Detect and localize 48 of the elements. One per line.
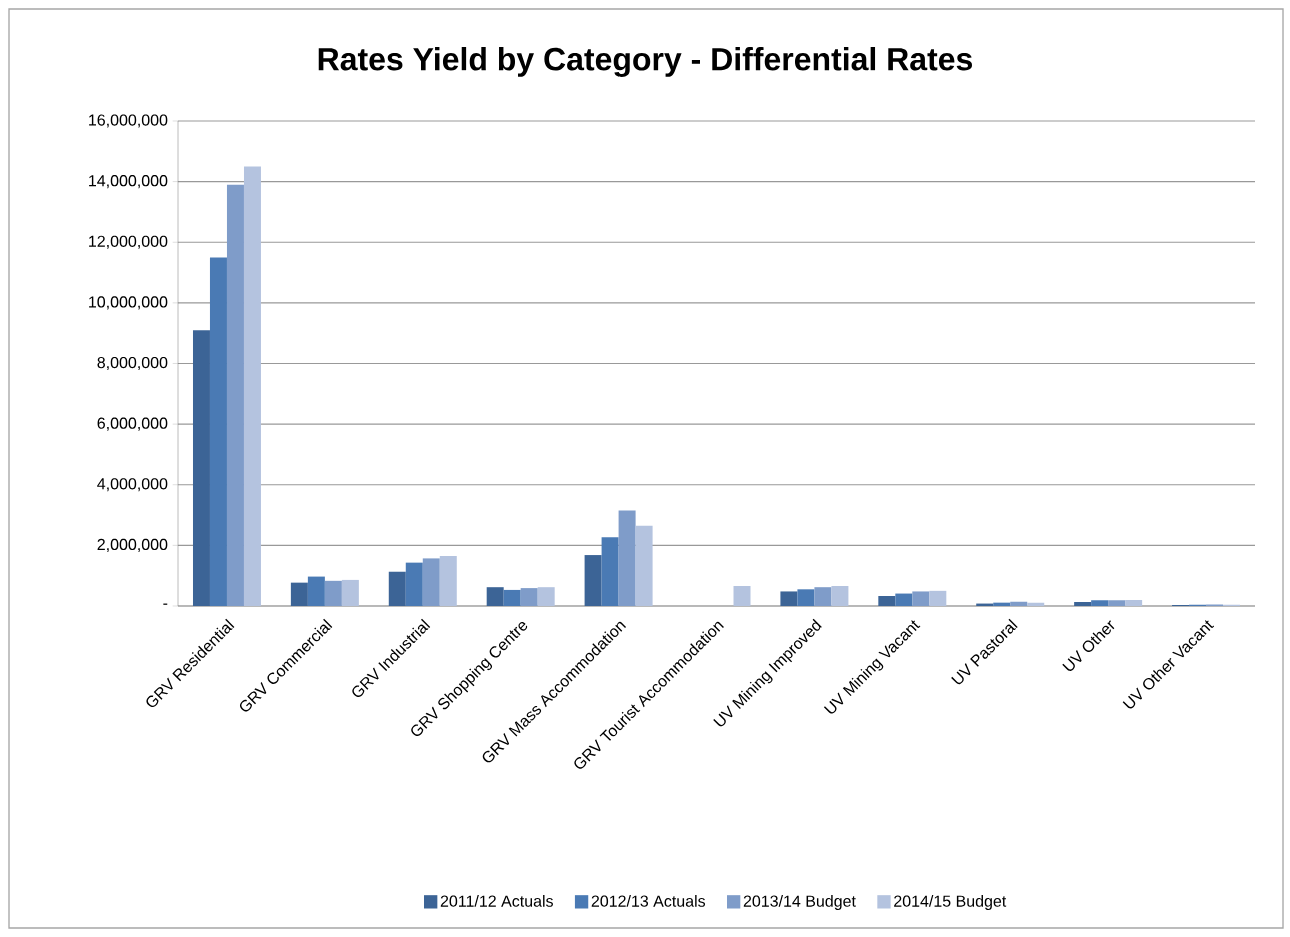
bar <box>520 588 538 606</box>
bar <box>895 593 913 606</box>
bar <box>1091 600 1109 606</box>
y-tick-label: 2,000,000 <box>97 538 168 552</box>
legend-label: 2011/12 Actuals <box>440 895 553 907</box>
bar <box>243 166 261 606</box>
bar <box>635 525 653 606</box>
y-tick-label: 10,000,000 <box>89 296 168 310</box>
y-tick-label: 6,000,000 <box>97 417 168 431</box>
bar <box>537 587 555 606</box>
y-tick-label: - <box>163 603 168 605</box>
bar <box>307 576 325 606</box>
bar <box>209 257 227 606</box>
bar <box>486 587 504 606</box>
bar <box>814 587 832 606</box>
bar <box>878 595 896 606</box>
bar <box>1108 600 1126 606</box>
legend-label: 2014/15 Budget <box>894 895 1007 910</box>
bar <box>1010 601 1028 606</box>
bar <box>929 590 947 606</box>
bar <box>341 579 359 606</box>
bar <box>503 589 521 606</box>
bar <box>831 585 849 606</box>
y-tick-label: 4,000,000 <box>97 478 168 492</box>
bar <box>290 582 308 606</box>
y-tick-label: 12,000,000 <box>89 235 168 249</box>
bar <box>912 591 930 606</box>
y-tick-label: 14,000,000 <box>89 175 168 189</box>
bar <box>780 591 798 606</box>
y-tick-label: 16,000,000 <box>89 114 168 128</box>
y-tick-label: 8,000,000 <box>97 356 168 371</box>
bar <box>192 330 210 606</box>
bar <box>584 555 602 606</box>
bar <box>601 537 619 606</box>
legend-label: 2013/14 Budget <box>743 895 856 910</box>
bar <box>439 555 457 606</box>
bar <box>388 571 406 606</box>
bar <box>422 558 440 606</box>
bar <box>797 589 815 606</box>
bar <box>733 585 751 606</box>
bar <box>226 184 244 606</box>
bar <box>405 562 423 606</box>
bar <box>1125 599 1143 606</box>
bar <box>618 510 636 606</box>
legend-label: 2012/13 Actuals <box>591 895 706 907</box>
bar <box>1074 602 1092 606</box>
chart-title: Rates Yield by Category - Differential Rates <box>318 46 972 77</box>
bar <box>324 580 342 606</box>
